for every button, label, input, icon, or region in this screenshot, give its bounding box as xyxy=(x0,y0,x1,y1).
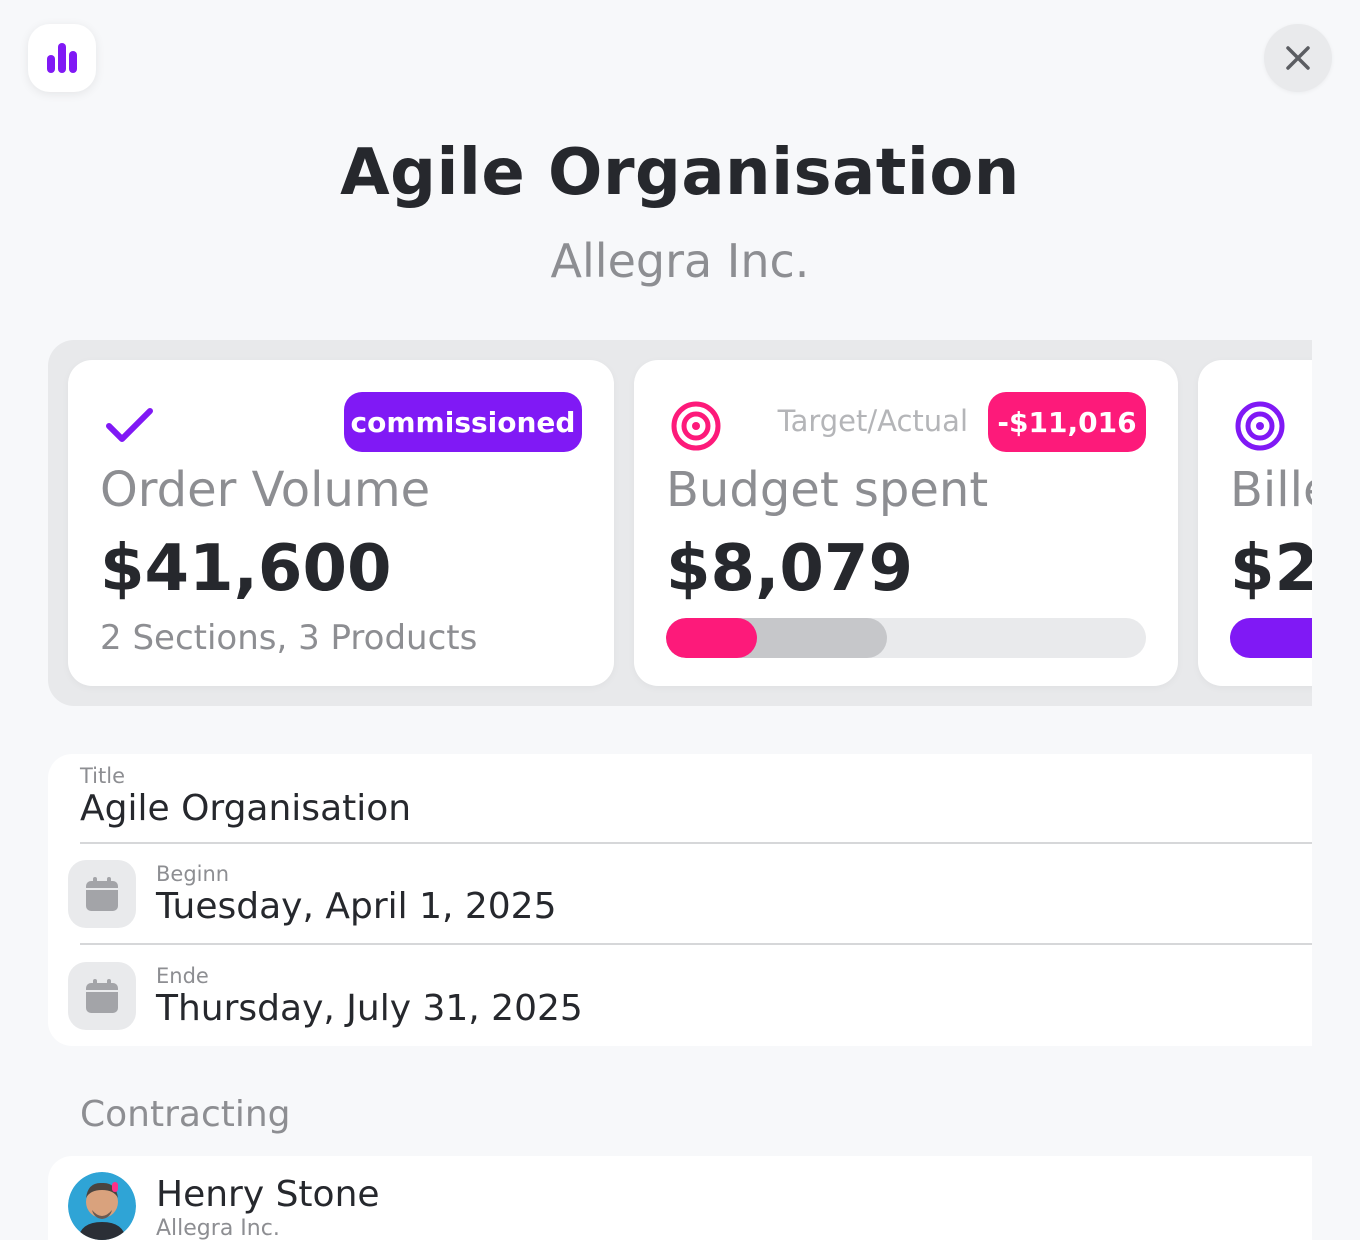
begin-date-field[interactable]: Tuesday, April 1, 2025 xyxy=(156,886,557,927)
title-field-label: Title xyxy=(80,764,126,788)
avatar xyxy=(68,1172,136,1240)
card-value: $2⁴ xyxy=(1230,532,1312,606)
target-actual-label: Target/Actual xyxy=(777,404,968,438)
billed-progress-bar xyxy=(1230,618,1312,658)
title-field-input[interactable]: Agile Organisation xyxy=(80,788,412,829)
contracting-heading: Contracting xyxy=(80,1094,291,1135)
kpi-cards-carousel[interactable]: commissioned Order Volume $41,600 2 Sect… xyxy=(48,340,1312,706)
card-label: Budget spent xyxy=(666,462,989,518)
billed-card[interactable]: Bille $2⁴ xyxy=(1198,360,1312,686)
page-subtitle: Allegra Inc. xyxy=(550,234,810,288)
app-logo xyxy=(28,24,96,92)
contact-name: Henry Stone xyxy=(156,1174,380,1215)
card-label: Order Volume xyxy=(100,462,431,518)
order-volume-card[interactable]: commissioned Order Volume $41,600 2 Sect… xyxy=(68,360,614,686)
begin-date-button[interactable] xyxy=(68,860,136,928)
bar-chart-icon xyxy=(47,43,77,73)
checkmark-icon xyxy=(102,398,158,454)
begin-date-label: Beginn xyxy=(156,862,230,886)
contact-card[interactable]: Henry Stone Allegra Inc. xyxy=(48,1156,1312,1240)
end-date-label: Ende xyxy=(156,964,209,988)
card-label: Bille xyxy=(1230,462,1312,518)
divider xyxy=(80,943,1312,945)
divider xyxy=(80,842,1312,844)
target-icon xyxy=(1232,398,1288,454)
progress-actual-fill xyxy=(666,618,758,658)
budget-progress-bar xyxy=(666,618,1146,658)
close-button[interactable] xyxy=(1264,24,1332,92)
contact-company: Allegra Inc. xyxy=(156,1216,280,1240)
end-date-button[interactable] xyxy=(68,962,136,1030)
card-subtext: 2 Sections, 3 Products xyxy=(100,618,478,658)
status-badge: commissioned xyxy=(344,392,582,452)
card-value: $41,600 xyxy=(100,532,392,606)
details-form: Title Agile Organisation Beginn Tuesday,… xyxy=(48,754,1312,1046)
budget-spent-card[interactable]: Target/Actual -$11,016 Budget spent $8,0… xyxy=(634,360,1178,686)
calendar-icon xyxy=(86,979,118,1013)
end-date-field[interactable]: Thursday, July 31, 2025 xyxy=(156,988,583,1029)
target-icon xyxy=(668,398,724,454)
close-icon xyxy=(1286,46,1310,70)
calendar-icon xyxy=(86,877,118,911)
page-title: Agile Organisation xyxy=(340,136,1020,210)
card-value: $8,079 xyxy=(666,532,913,606)
variance-badge: -$11,016 xyxy=(988,392,1146,452)
